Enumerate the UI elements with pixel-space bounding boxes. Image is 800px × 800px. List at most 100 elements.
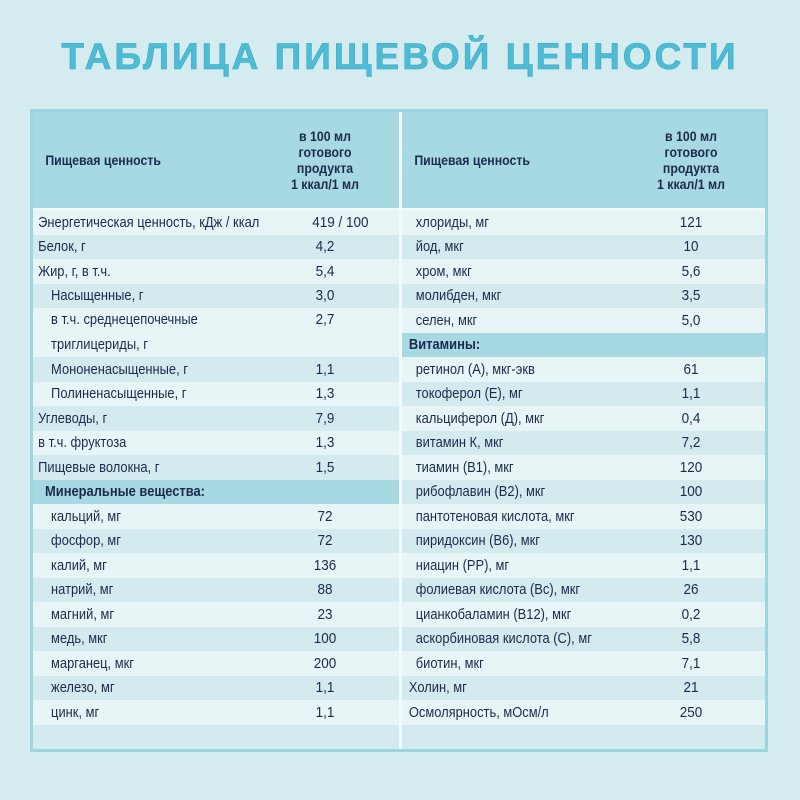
row-value: 1,1 [681,556,701,574]
header-value-column: в 100 мл готового продукта 1 ккал/1 мл [657,128,725,192]
header-name-column: Пищевая ценность [414,152,531,168]
row-value: 7,2 [681,434,701,452]
row-name: фолиевая кислота (Вс), мкг [415,581,581,599]
row-name: тиамин (В1), мкг [415,458,514,476]
table-row: Осмолярность, мОсм/л 250 [402,700,765,725]
row-name: хлориды, мг [415,213,489,231]
table-row: Холин, мг 21 [402,675,765,700]
row-name: медь, мкг [51,630,108,648]
row-value: 10 [683,238,699,256]
section-title: Витамины: [408,336,481,354]
row-value: 0,2 [681,605,701,623]
header-name-column: Пищевая ценность [45,152,162,168]
table-row: Пищевые волокна, г 1,5 [33,455,399,480]
table-row: в т.ч. среднецепочечные триглицериды, г 2… [33,308,399,357]
row-name: молибден, мкг [415,287,502,305]
table-row: биотин, мкг 7,1 [402,651,765,676]
row-value: 1,5 [315,458,335,476]
row-name: Холин, мг [408,679,467,697]
row-name: ниацин (РР), мг [415,556,510,574]
row-name: Полиненасыщенные, г [51,385,187,403]
row-value: 250 [679,703,703,721]
table-filler [33,724,399,749]
table-row: рибофлавин (В2), мкг 100 [402,479,765,504]
table-row: натрий, мг 88 [33,577,399,602]
table-row: йод, мкг 10 [402,234,765,259]
table-row: молибден, мкг 3,5 [402,283,765,308]
table-row: Белок, г 4,2 [33,234,399,259]
table-row: Энергетическая ценность, кДж / ккал 419 /… [33,210,399,235]
section-header-vitamins: Витамины: [402,332,765,357]
row-value: 4,2 [315,238,335,256]
row-name: Белок, г [38,238,86,256]
row-name: цианкобаламин (В12), мкг [415,605,572,623]
row-name: фосфор, мг [51,532,122,550]
table-row: Насыщенные, г 3,0 [33,283,399,308]
row-name: натрий, мг [51,581,114,599]
row-name: кальциферол (Д), мкг [415,409,545,427]
row-name: пиридоксин (В6), мкг [415,532,540,550]
row-name: кальций, мг [51,507,121,525]
row-value: 5,0 [681,311,701,329]
row-value: 7,9 [315,409,335,427]
table-row: селен, мкг 5,0 [402,308,765,333]
table-row: калий, мг 136 [33,553,399,578]
table-row: ретинол (А), мкг-экв 61 [402,357,765,382]
row-value: 26 [683,581,699,599]
row-name: селен, мкг [415,311,478,329]
row-name: йод, мкг [415,238,464,256]
row-name: хром, мкг [415,262,472,280]
row-value: 100 [679,483,703,501]
table-row: в т.ч. фруктоза 1,3 [33,430,399,455]
row-name: Углеводы, г [38,409,108,427]
table-row: хлориды, мг 121 [402,210,765,235]
row-name: Пищевые волокна, г [38,458,160,476]
nutrition-table: Пищевая ценность в 100 мл готового проду… [30,109,768,752]
row-value: 1,1 [315,679,335,697]
table-row: цианкобаламин (В12), мкг 0,2 [402,602,765,627]
row-name: калий, мг [51,556,107,574]
table-row: тиамин (В1), мкг 120 [402,455,765,480]
row-name: в т.ч. фруктоза [38,434,127,452]
row-value: 200 [313,654,337,672]
row-value: 1,1 [315,703,335,721]
row-name: Энергетическая ценность, кДж / ккал [38,213,260,231]
table-row: хром, мкг 5,6 [402,259,765,284]
row-value: 530 [679,507,703,525]
row-name: магний, мг [51,605,115,623]
table-right-half: Пищевая ценность в 100 мл готового проду… [399,112,765,749]
row-value: 1,3 [315,434,335,452]
row-value: 23 [317,605,333,623]
table-row: кальциферол (Д), мкг 0,4 [402,406,765,431]
table-row: фолиевая кислота (Вс), мкг 26 [402,577,765,602]
row-value: 3,5 [681,287,701,305]
row-name: железо, мг [51,679,115,697]
row-name: Мононенасыщенные, г [51,360,188,378]
row-value: 1,1 [681,385,701,403]
row-value: 100 [313,630,337,648]
table-filler [402,724,765,749]
row-name: ретинол (А), мкг-экв [415,360,535,378]
row-value: 88 [317,581,333,599]
header-value-column: в 100 мл готового продукта 1 ккал/1 мл [291,128,359,192]
row-name: цинк, мг [51,703,100,721]
row-name: Насыщенные, г [51,287,144,305]
row-value: 3,0 [315,287,335,305]
row-value: 130 [679,532,703,550]
row-value: 1,1 [315,360,335,378]
table-row: Мононенасыщенные, г 1,1 [33,357,399,382]
row-value: 2,7 [315,311,335,328]
page-title: ТАБЛИЦА ПИЩЕВОЙ ЦЕННОСТИ [61,36,739,78]
row-value: 1,3 [315,385,335,403]
row-value: 72 [317,532,333,550]
row-name: рибофлавин (В2), мкг [415,483,546,501]
row-name: Жир, г, в т.ч. [38,262,111,280]
row-name: витамин К, мкг [415,434,504,452]
row-value: 5,4 [315,262,335,280]
table-row: марганец, мкг 200 [33,651,399,676]
table-row: медь, мкг 100 [33,626,399,651]
table-row: аскорбиновая кислота (С), мг 5,8 [402,626,765,651]
table-row: витамин К, мкг 7,2 [402,430,765,455]
row-value: 120 [679,458,703,476]
table-row: цинк, мг 1,1 [33,700,399,725]
